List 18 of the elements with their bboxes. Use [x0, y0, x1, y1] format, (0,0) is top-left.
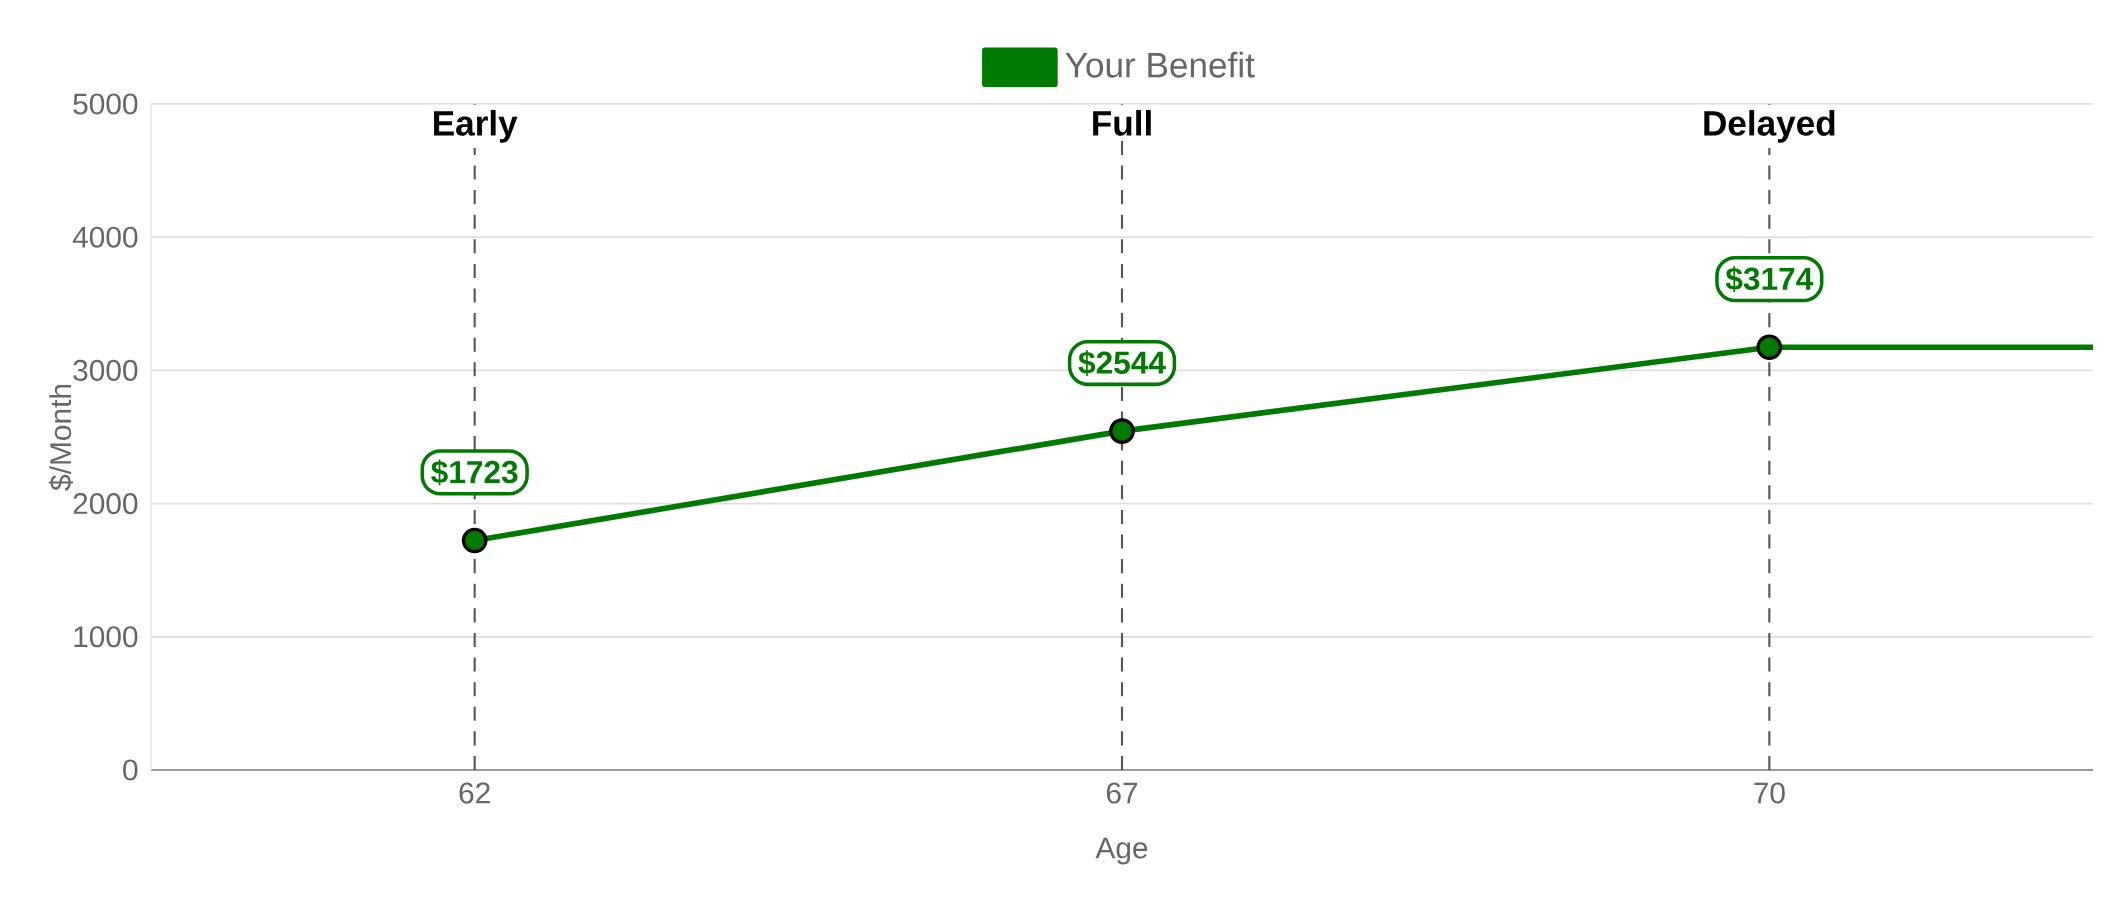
y-tick-label: 0 [123, 759, 138, 781]
data-label: $2544 [1078, 350, 1166, 376]
x-tick-label: 67 [1106, 782, 1138, 804]
legend-label: Your Benefit [1065, 51, 1255, 78]
ref-line-label: Delayed [1704, 109, 1835, 143]
ref-line-label: Early [434, 109, 518, 143]
data-label: $3174 [1725, 266, 1814, 293]
x-axis-title: Age [1095, 837, 1148, 865]
y-tick-label: 3000 [73, 359, 138, 381]
x-tick-label: 70 [1754, 782, 1785, 804]
y-tick-label: 1000 [74, 626, 138, 648]
y-tick-label: 4000 [72, 226, 138, 248]
x-tick-label: 62 [459, 782, 490, 804]
data-label: $1723 [431, 459, 518, 486]
ref-line-label: Full [1093, 109, 1151, 136]
y-tick-label: 2000 [73, 493, 138, 515]
y-axis-title: $/Month [48, 384, 74, 491]
y-tick-label: 5000 [73, 93, 138, 115]
